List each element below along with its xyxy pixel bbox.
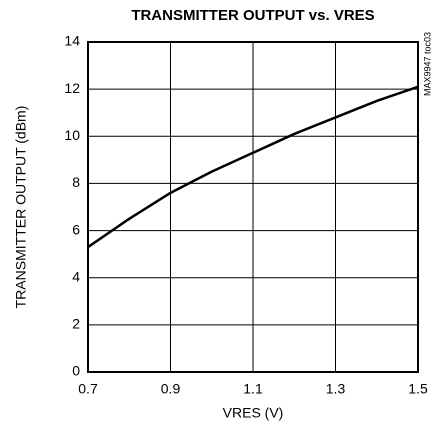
x-tick-label: 1.1 <box>243 381 263 397</box>
x-tick-label: 1.3 <box>326 381 346 397</box>
x-tick-label: 1.5 <box>408 381 428 397</box>
plot-frame <box>87 41 419 373</box>
y-tick-label: 12 <box>64 80 80 96</box>
x-tick-label: 0.7 <box>78 381 98 397</box>
annotation: MAX9947 toc03 <box>422 32 432 96</box>
x-axis-label: VRES (V) <box>223 405 284 421</box>
x-tick-label: 0.9 <box>161 381 181 397</box>
y-tick-label: 8 <box>72 174 80 190</box>
line <box>87 85 419 249</box>
y-tick-label: 2 <box>72 316 80 332</box>
chart-title: TRANSMITTER OUTPUT vs. VRES <box>131 7 374 24</box>
y-tick-label: 6 <box>72 221 80 237</box>
y-axis-label: TRANSMITTER OUTPUT (dBm) <box>13 106 29 309</box>
y-tick-label: 10 <box>64 127 80 143</box>
y-tick-label: 0 <box>72 363 80 379</box>
y-tick-label: 14 <box>64 33 80 49</box>
y-tick-label: 4 <box>72 268 80 284</box>
